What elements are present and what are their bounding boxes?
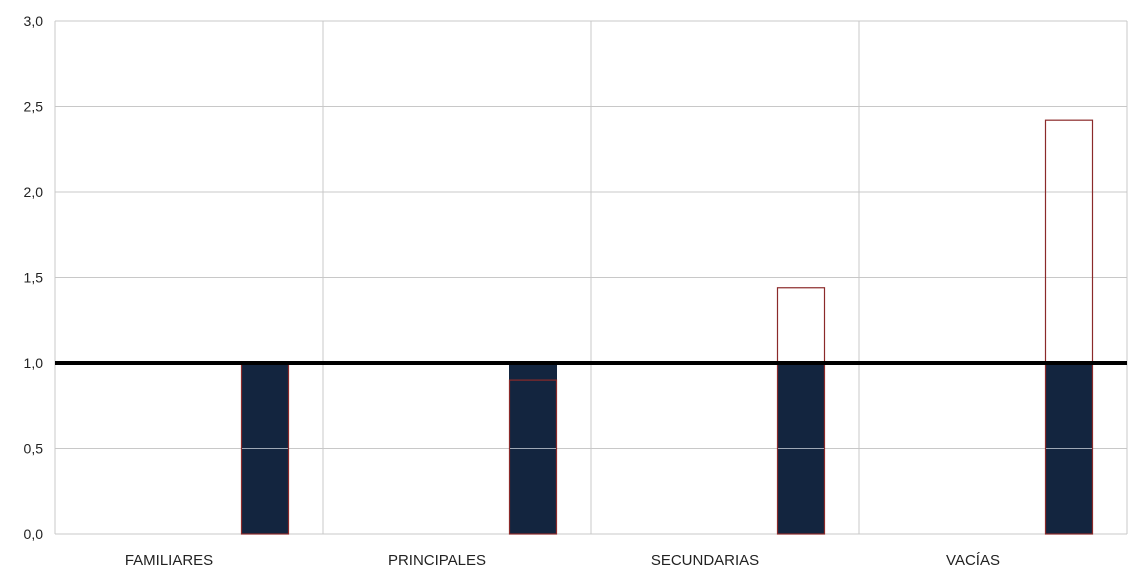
x-tick-label: SECUNDARIAS xyxy=(651,552,759,569)
bar-outline xyxy=(1044,119,1094,535)
y-tick-label: 1,5 xyxy=(24,270,44,286)
bar-outline xyxy=(776,287,826,535)
x-tick-label: PRINCIPALES xyxy=(388,552,486,569)
y-tick-label: 2,5 xyxy=(24,99,44,115)
x-tick-label: FAMILIARES xyxy=(125,552,213,569)
y-tick-label: 1,0 xyxy=(24,355,44,371)
y-tick-label: 2,0 xyxy=(24,184,44,200)
y-tick-label: 0,0 xyxy=(24,526,44,542)
y-tick-label: 3,0 xyxy=(24,13,44,29)
x-axis: FAMILIARES PRINCIPALES SECUNDARIAS VACÍAS xyxy=(125,552,1000,569)
y-tick-label: 0,5 xyxy=(24,441,44,457)
grid xyxy=(54,20,1128,535)
y-axis: 0,0 0,5 1,0 1,5 2,0 2,5 3,0 xyxy=(24,13,44,542)
bar-outline xyxy=(508,379,558,535)
x-tick-label: VACÍAS xyxy=(946,552,1000,569)
bars xyxy=(240,119,1094,535)
